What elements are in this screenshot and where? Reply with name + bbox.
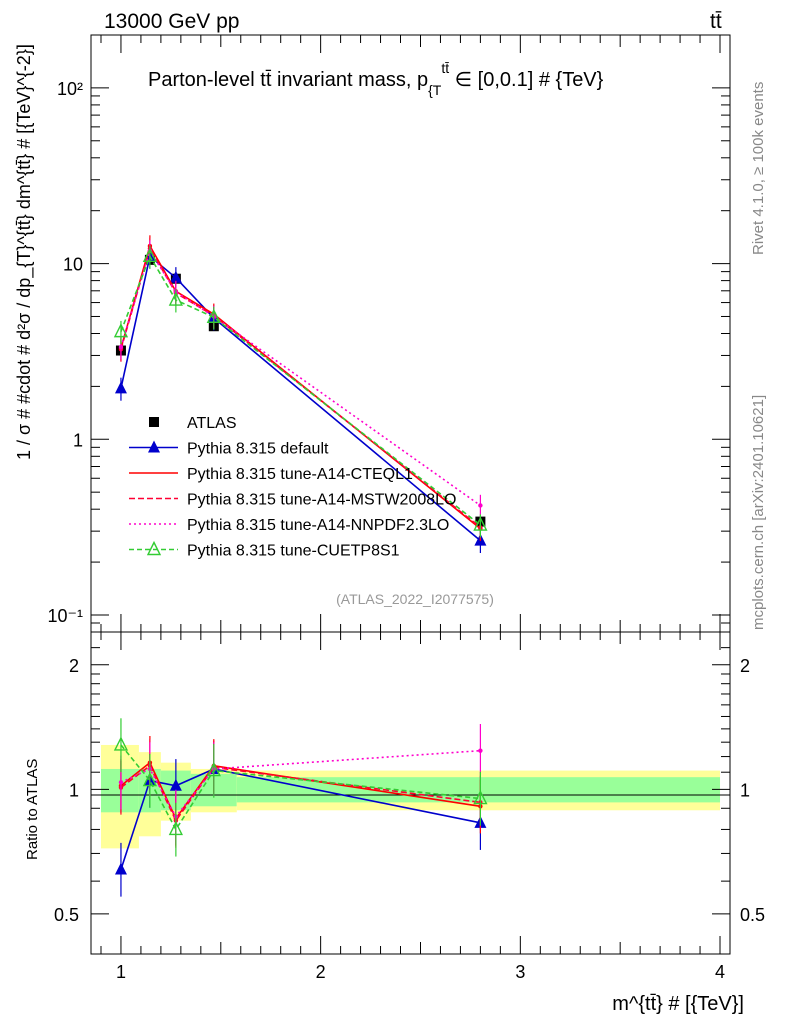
x-tick-label: 3: [515, 962, 525, 982]
legend-marker: [148, 440, 160, 453]
rivet-version-label: Rivet 4.1.0, ≥ 100k events: [750, 82, 767, 255]
ratio-series-group: [113, 718, 488, 897]
ratio-y-axis-label: Ratio to ATLAS: [24, 759, 41, 860]
ratio-x-axis: 1 2 3 4: [100, 632, 725, 982]
series-5-point: [142, 247, 158, 263]
series-5-ratio-point: [168, 820, 183, 836]
y-tick-label: 10: [63, 255, 83, 275]
chart-title: Parton-level tt̄ invariant mass, p{Ttt̄ …: [148, 60, 604, 98]
y-tick-label: 10²: [57, 79, 83, 99]
series-1-ratio-point: [114, 862, 127, 875]
y-axis-label: 1 / σ # #cdot # d²σ / dp_{T}^{tt̄} dm^{t…: [14, 44, 35, 460]
ratio-tick-label-left: 1: [69, 780, 79, 800]
series-5-ratio-point: [113, 736, 129, 751]
series-5-point: [113, 323, 129, 338]
ratio-panel: 0.5 0.5 1 1 2 2 1 2 3 4 Ratio to ATLAS: [24, 631, 765, 982]
series-5-ratio-point: [206, 762, 221, 777]
legend-label: Pythia 8.315 tune-A14-CTEQL1: [187, 466, 413, 483]
y-tick-label: 1: [73, 430, 83, 450]
series-4-ratio-point: [478, 748, 483, 753]
main-series-group: [113, 235, 488, 554]
series-5-point: [206, 308, 221, 323]
series-2-line: [120, 243, 481, 530]
x-axis-label: m^{tt̄} # [{TeV}]: [612, 993, 744, 1015]
main-x-axis: [100, 35, 721, 632]
legend-marker-atlas: [149, 417, 159, 427]
ratio-tick-label-right: 0.5: [740, 905, 765, 925]
legend-label: ATLAS: [187, 415, 237, 432]
main-y-axis: 10⁻¹ 1 10 10²: [47, 34, 730, 633]
legend-label: Pythia 8.315 default: [187, 441, 329, 458]
series-5-point: [473, 516, 488, 531]
energy-label: 13000 GeV pp: [104, 10, 239, 33]
legend-marker: [146, 540, 162, 556]
ratio-tick-label-left: 0.5: [54, 905, 79, 925]
x-tick-label: 4: [715, 962, 725, 982]
series-4-point: [118, 344, 124, 350]
series-5-point: [168, 291, 183, 306]
ratio-tick-label-left: 2: [69, 656, 79, 676]
process-label: tt̄: [710, 10, 722, 33]
ratio-y-axis: 0.5 0.5 1 1 2 2: [54, 631, 765, 955]
legend-label: Pythia 8.315 tune-A14-MSTW2008LO: [187, 492, 456, 509]
main-panel: 10⁻¹ 1 10 10² Parton-level tt̄ invariant ma…: [14, 34, 731, 633]
series-4-ratio-point: [118, 780, 124, 785]
x-tick-label: 1: [116, 962, 126, 982]
series-5-ratio-point: [142, 771, 158, 787]
series-5-ratio-line: [120, 744, 481, 832]
ratio-frame: [90, 631, 731, 955]
series-1-point: [114, 381, 127, 394]
series-5-ratio-point: [473, 789, 488, 805]
series-4-point: [478, 503, 483, 508]
legend-label: Pythia 8.315 tune-A14-NNPDF2.3LO: [187, 517, 449, 534]
ratio-tick-label-right: 1: [740, 780, 750, 800]
source-label: mcplots.cern.ch [arXiv:2401.10621]: [750, 395, 767, 630]
ratio-tick-label-right: 2: [740, 656, 750, 676]
legend-label: Pythia 8.315 tune-CUETP8S1: [187, 543, 400, 560]
series-1-point: [169, 270, 182, 283]
series-1-ratio-point: [169, 778, 182, 791]
analysis-id-label: (ATLAS_2022_I2077575): [336, 591, 494, 607]
y-tick-label: 10⁻¹: [47, 606, 83, 626]
x-tick-label: 2: [316, 962, 326, 982]
legend: ATLAS Pythia 8.315 default Pythia 8.315 tu…: [129, 415, 456, 560]
